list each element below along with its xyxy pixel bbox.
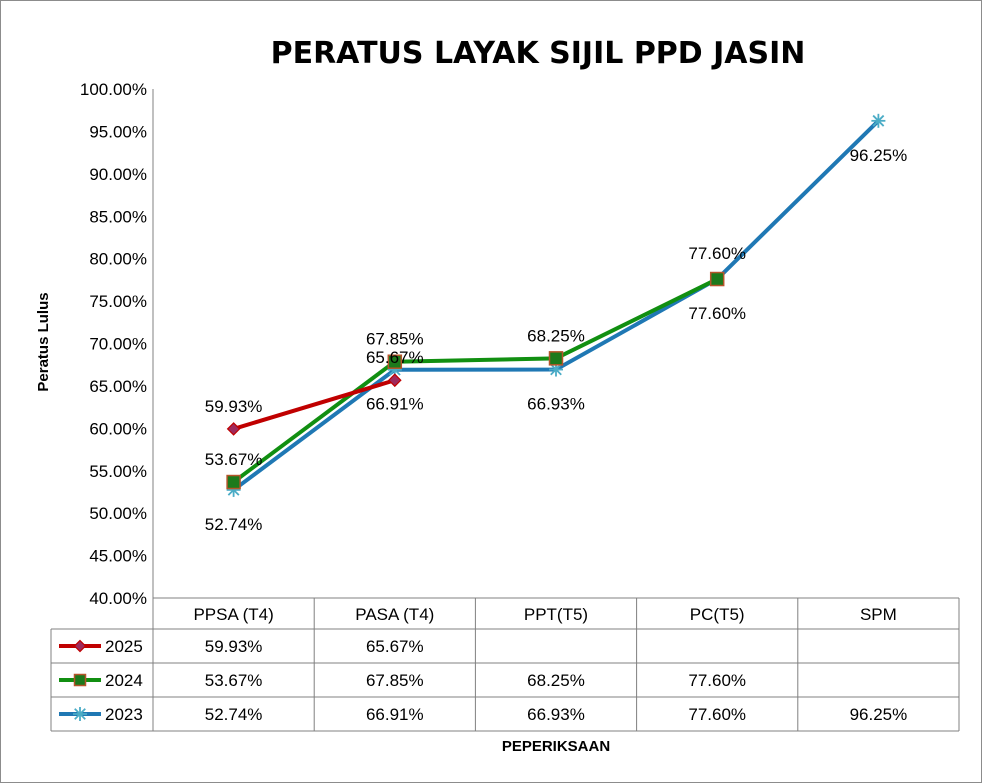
y-tick-label: 90.00% [89, 165, 147, 184]
x-category-label: PC(T5) [690, 605, 745, 624]
data-labels: 59.93% 65.67% 53.67% 67.85% 68.25% 77.60% 52.7… [205, 146, 907, 534]
data-label-2024: 77.60% [688, 244, 746, 263]
legend-label: 2024 [105, 671, 143, 690]
series-line-2023 [232, 119, 880, 492]
table-cell-value: 59.93% [205, 637, 263, 656]
series-line-2025 [233, 378, 396, 431]
table-cell-value: 96.25% [850, 705, 908, 724]
y-tick-label: 80.00% [89, 250, 147, 269]
data-point-2024 [387, 354, 403, 369]
y-tick-label: 60.00% [89, 419, 147, 438]
legend-marker-2025 [73, 639, 87, 653]
table-cell-value: 68.25% [527, 671, 585, 690]
data-label-2024: 68.25% [527, 326, 585, 345]
y-tick-label: 70.00% [89, 335, 147, 354]
table-cell-value: 52.74% [205, 705, 263, 724]
y-tick-label: 55.00% [89, 462, 147, 481]
y-tick-label: 45.00% [89, 547, 147, 566]
x-category-label: PPSA (T4) [193, 605, 273, 624]
y-tick-label: 40.00% [89, 589, 147, 608]
table-cell-value: 53.67% [205, 671, 263, 690]
data-label-2025: 59.93% [205, 397, 263, 416]
legend-marker-2023 [73, 707, 87, 721]
y-tick-label: 50.00% [89, 504, 147, 523]
data-label-2025: 65.67% [366, 348, 424, 367]
data-point-2024 [548, 351, 564, 366]
data-label-2024: 53.67% [205, 450, 263, 469]
y-tick-label: 85.00% [89, 207, 147, 226]
x-category-label: PASA (T4) [355, 605, 434, 624]
x-axis-title: PEPERIKSAAN [502, 738, 610, 755]
axes: 100.00% 95.00% 90.00% 85.00% 80.00% 75.00% 70.… [80, 80, 154, 608]
data-label-2023: 66.91% [366, 395, 424, 414]
table-cell-value: 77.60% [688, 671, 746, 690]
x-category-label: SPM [860, 605, 897, 624]
table-cell-value: 77.60% [688, 705, 746, 724]
y-tick-label: 75.00% [89, 292, 147, 311]
table-cell-value: 65.67% [366, 637, 424, 656]
y-tick-label: 100.00% [80, 80, 147, 99]
legend-label: 2023 [105, 705, 143, 724]
series-lines [232, 119, 880, 492]
table-cell-value: 67.85% [366, 671, 424, 690]
data-label-2024: 67.85% [366, 330, 424, 349]
series-markers [226, 113, 886, 497]
table-cell-value: 66.93% [527, 705, 585, 724]
data-label-2023: 96.25% [850, 146, 908, 165]
data-point-2025 [387, 373, 402, 388]
data-point-2025 [226, 422, 241, 436]
series-line-2024 [232, 277, 719, 484]
legend-label: 2025 [105, 637, 143, 656]
data-point-2024 [709, 271, 725, 287]
table-cell-value: 66.91% [366, 705, 424, 724]
data-table: PPSA (T4) PASA (T4) PPT(T5) PC(T5) SPM 2025 59… [50, 597, 960, 732]
data-label-2023: 66.93% [527, 395, 585, 414]
y-axis-title: Peratus Lulus [35, 292, 52, 391]
legend-marker-2024 [73, 673, 87, 687]
chart-title: PERATUS LAYAK SIJIL PPD JASIN [271, 36, 806, 71]
x-category-label: PPT(T5) [524, 605, 588, 624]
data-point-2023 [871, 113, 886, 128]
y-tick-label: 95.00% [89, 122, 147, 141]
data-label-2023: 77.60% [688, 304, 746, 323]
y-tick-label: 65.00% [89, 377, 147, 396]
data-label-2023: 52.74% [205, 515, 263, 534]
data-point-2024 [226, 474, 241, 490]
